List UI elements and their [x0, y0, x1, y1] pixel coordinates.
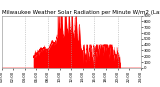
- Text: Milwaukee Weather Solar Radiation per Minute W/m2 (Last 24 Hours): Milwaukee Weather Solar Radiation per Mi…: [2, 10, 160, 15]
